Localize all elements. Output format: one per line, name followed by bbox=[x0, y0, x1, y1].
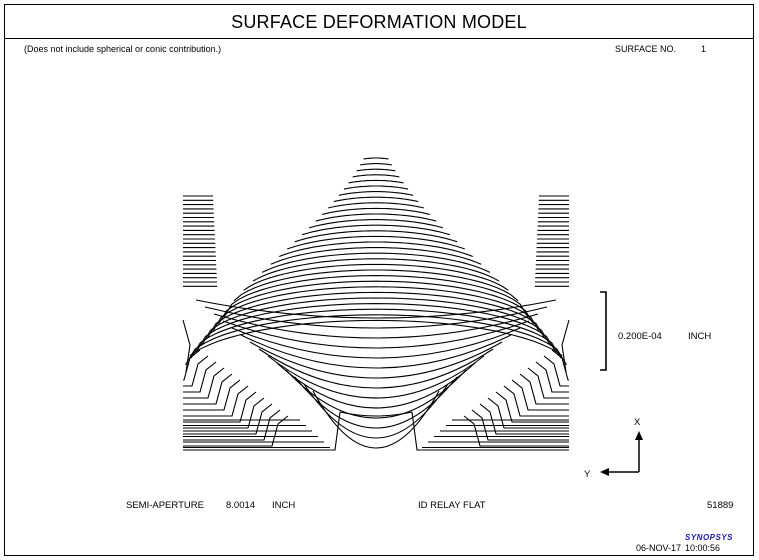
contour-bowl bbox=[204, 306, 548, 329]
contour-bowl bbox=[303, 383, 449, 439]
contour-terrace-right bbox=[519, 373, 569, 405]
plot-frame: SURFACE DEFORMATION MODEL bbox=[4, 4, 754, 556]
contour-terrace-right bbox=[495, 391, 569, 423]
axis-y-label: Y bbox=[584, 469, 591, 480]
contour-arc bbox=[201, 297, 551, 345]
contour-arc bbox=[218, 280, 534, 325]
contour-bowl bbox=[249, 341, 503, 379]
contour-arc bbox=[302, 224, 450, 236]
surface-no-label: SURFACE NO. bbox=[615, 44, 677, 54]
contour-bowl bbox=[195, 299, 557, 319]
contour-arc bbox=[321, 207, 431, 216]
part-name: ID RELAY FLAT bbox=[418, 500, 486, 511]
contour-arc bbox=[190, 308, 562, 359]
contribution-note: (Does not include spherical or conic con… bbox=[24, 44, 222, 54]
id-number: 51889 bbox=[707, 500, 734, 511]
contour-arc bbox=[212, 286, 540, 332]
contour-terrace-left bbox=[183, 361, 217, 393]
contour-arc bbox=[207, 291, 545, 338]
contour-terrace-left bbox=[183, 379, 241, 411]
contour-terrace-right bbox=[511, 379, 569, 411]
contour-arc bbox=[189, 319, 563, 357]
contour-terrace-right bbox=[535, 361, 569, 393]
contour-arc bbox=[360, 163, 392, 166]
semi-aperture-unit: INCH bbox=[272, 500, 296, 511]
contour-edge-right bbox=[411, 411, 569, 451]
contour-arc bbox=[315, 213, 437, 222]
contour-bowl bbox=[267, 355, 485, 399]
contour-arc bbox=[338, 191, 414, 196]
contour-arc bbox=[363, 157, 389, 160]
contour-bowl bbox=[240, 334, 512, 369]
contour-arc bbox=[348, 179, 404, 184]
plot-time: 10:00:56 bbox=[685, 543, 721, 553]
contour-arc bbox=[279, 241, 473, 258]
contour-terrace-right bbox=[471, 409, 569, 441]
axis-triad bbox=[600, 431, 643, 476]
contour-terrace-left bbox=[183, 367, 225, 399]
contour-terrace-left bbox=[183, 355, 209, 387]
contour-arc bbox=[343, 185, 409, 190]
scale-bar bbox=[600, 291, 607, 371]
contour-center bbox=[339, 411, 413, 417]
contour-bowl bbox=[222, 320, 530, 349]
page-title: SURFACE DEFORMATION MODEL bbox=[231, 12, 527, 32]
axis-x-label: X bbox=[634, 417, 641, 428]
contour-bowl bbox=[213, 313, 539, 339]
contour-terrace-left bbox=[183, 397, 265, 429]
contour-edge-left bbox=[183, 411, 341, 451]
contour-terrace-right bbox=[487, 397, 569, 429]
contour-arc bbox=[294, 230, 458, 243]
contour-terrace-left bbox=[183, 409, 281, 441]
contour-bowl bbox=[258, 348, 494, 389]
contour-arc bbox=[252, 258, 500, 282]
surface-no-value: 1 bbox=[701, 44, 707, 54]
contour-arc bbox=[309, 219, 443, 229]
contour-terrace-left bbox=[183, 373, 233, 405]
title-bar: SURFACE DEFORMATION MODEL bbox=[5, 5, 753, 39]
scale-bar-value: 0.200E-04 bbox=[618, 331, 662, 342]
contour-terrace-right bbox=[479, 403, 569, 435]
contour-terrace-right bbox=[543, 355, 569, 387]
contour-terrace-left bbox=[183, 391, 257, 423]
contour-terrace-left bbox=[183, 403, 273, 435]
contour-rim-right bbox=[561, 319, 570, 373]
contour-arc bbox=[352, 174, 400, 178]
contour-arc bbox=[270, 247, 482, 265]
plot-date: 06-NOV-17 bbox=[636, 543, 682, 553]
contour-arc bbox=[333, 196, 419, 203]
contour-arc bbox=[243, 263, 509, 291]
contour-terrace-left bbox=[183, 385, 249, 417]
contour-arc bbox=[287, 235, 465, 250]
contour-rim-left bbox=[182, 319, 191, 373]
contour-arc bbox=[261, 252, 491, 273]
contour-bowl bbox=[231, 327, 521, 359]
contour-arc bbox=[327, 202, 425, 209]
contour-arc bbox=[233, 269, 519, 302]
scale-bar-unit: INCH bbox=[688, 331, 712, 342]
contour-arc bbox=[196, 303, 556, 352]
semi-aperture-value: 8.0014 bbox=[226, 500, 256, 511]
semi-aperture-label: SEMI-APERTURE bbox=[126, 500, 204, 511]
deformation-contours bbox=[182, 157, 570, 451]
synopsys-logo: SYNOPSYS bbox=[685, 533, 734, 542]
contour-arc bbox=[185, 314, 567, 366]
contour-arc bbox=[356, 168, 396, 172]
contour-terrace-right bbox=[503, 385, 569, 417]
contour-terrace-right bbox=[527, 367, 569, 399]
contour-bowl bbox=[312, 390, 440, 449]
contour-bowl bbox=[276, 362, 476, 409]
contour-arc bbox=[223, 275, 529, 318]
